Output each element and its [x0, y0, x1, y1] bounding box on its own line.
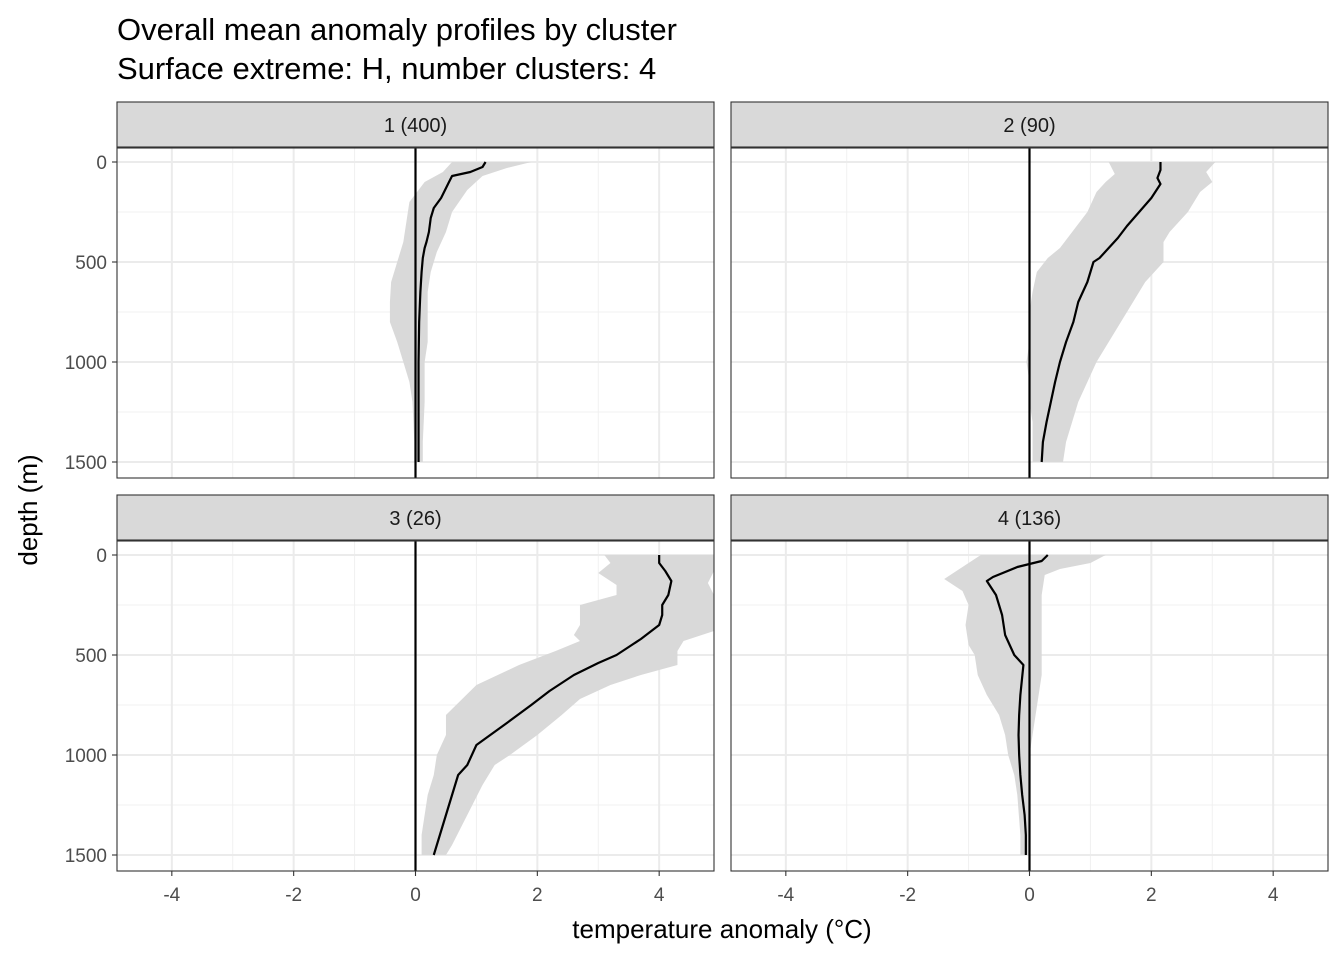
facet-strip: [116, 101, 715, 148]
x-tick-label: -4: [777, 885, 794, 906]
x-tick-label: 4: [1268, 885, 1279, 906]
x-tick-label: 4: [654, 885, 665, 906]
y-tick-label: 0: [96, 546, 107, 567]
facet-strip: [730, 494, 1329, 541]
y-axes: 0 500 1000 1500 0 500 1000 1500: [65, 153, 117, 867]
x-tick-label: 2: [1146, 885, 1157, 906]
mean-profile-line: [417, 161, 487, 462]
y-tick-label: 1000: [65, 353, 107, 374]
panel-2: 2 (90): [730, 101, 1329, 479]
x-axis-title: temperature anomaly (°C): [572, 914, 871, 944]
facet-label: 2 (90): [1003, 115, 1055, 137]
confidence-band: [389, 162, 532, 462]
y-tick-label: 1500: [65, 846, 107, 867]
y-axis-title: depth (m): [13, 454, 43, 565]
facet-label: 4 (136): [998, 508, 1061, 530]
panel-border: [730, 147, 1329, 479]
facet-panels: 1 (400) 2 (90) 3 (26) 4 (136): [116, 101, 1329, 872]
chart-title: Overall mean anomaly profiles by cluster: [117, 12, 677, 47]
mean-profile-line: [1040, 162, 1162, 463]
y-tick-label: 500: [75, 646, 107, 667]
x-tick-label: 0: [1024, 885, 1035, 906]
x-tick-label: -2: [285, 885, 302, 906]
facet-label: 1 (400): [384, 115, 447, 137]
x-tick-label: 2: [532, 885, 543, 906]
confidence-band: [421, 555, 714, 855]
x-axes: -4 -2 0 2 4 -4 -2 0 2 4: [163, 871, 1279, 906]
x-tick-label: 0: [410, 885, 421, 906]
y-tick-label: 1000: [65, 746, 107, 767]
mean-profile-line: [985, 554, 1049, 855]
panel-4: 4 (136): [730, 494, 1329, 872]
x-tick-label: -4: [163, 885, 180, 906]
y-tick-label: 1500: [65, 453, 107, 474]
mean-profile-line: [432, 555, 673, 856]
facet-label: 3 (26): [389, 508, 441, 530]
panel-1: 1 (400): [116, 101, 715, 479]
facet-strip: [730, 101, 1329, 148]
x-tick-label: -2: [899, 885, 916, 906]
panel-3: 3 (26): [116, 494, 715, 872]
panel-border: [116, 147, 715, 479]
chart-subtitle: Surface extreme: H, number clusters: 4: [117, 51, 656, 86]
y-tick-label: 0: [96, 153, 107, 174]
y-tick-label: 500: [75, 253, 107, 274]
confidence-band: [1026, 162, 1216, 462]
facet-strip: [116, 494, 715, 541]
confidence-band: [944, 555, 1106, 855]
